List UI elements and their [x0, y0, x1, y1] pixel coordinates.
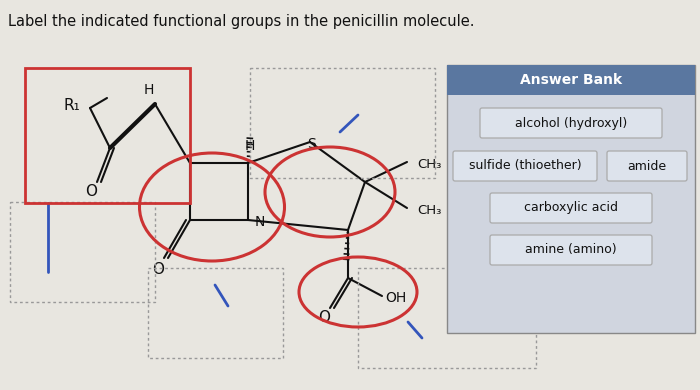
Text: O: O: [318, 310, 330, 326]
Text: OH: OH: [386, 291, 407, 305]
Text: CH₃: CH₃: [416, 158, 441, 170]
Text: sulfide (thioether): sulfide (thioether): [469, 160, 581, 172]
Bar: [10, 202, 155, 302]
Bar: [250, 68, 435, 178]
Text: S: S: [307, 137, 316, 151]
Text: N: N: [255, 215, 265, 229]
FancyBboxPatch shape: [607, 151, 687, 181]
Text: Label the indicated functional groups in the penicillin molecule.: Label the indicated functional groups in…: [8, 14, 475, 29]
Text: R₁: R₁: [64, 98, 80, 112]
Text: amide: amide: [627, 160, 666, 172]
FancyBboxPatch shape: [447, 65, 695, 95]
Text: Answer Bank: Answer Bank: [520, 73, 622, 87]
FancyBboxPatch shape: [453, 151, 597, 181]
Text: H: H: [245, 139, 255, 153]
Text: carboxylic acid: carboxylic acid: [524, 202, 618, 214]
Bar: [358, 268, 536, 368]
Text: amine (amino): amine (amino): [525, 243, 617, 257]
Bar: [25, 68, 190, 203]
FancyBboxPatch shape: [490, 193, 652, 223]
Bar: [148, 268, 283, 358]
Text: O: O: [152, 262, 164, 278]
Text: H: H: [144, 83, 154, 97]
Text: alcohol (hydroxyl): alcohol (hydroxyl): [515, 117, 627, 129]
FancyBboxPatch shape: [480, 108, 662, 138]
FancyBboxPatch shape: [490, 235, 652, 265]
Text: CH₃: CH₃: [416, 204, 441, 216]
Text: O: O: [85, 184, 97, 200]
FancyBboxPatch shape: [447, 65, 695, 333]
